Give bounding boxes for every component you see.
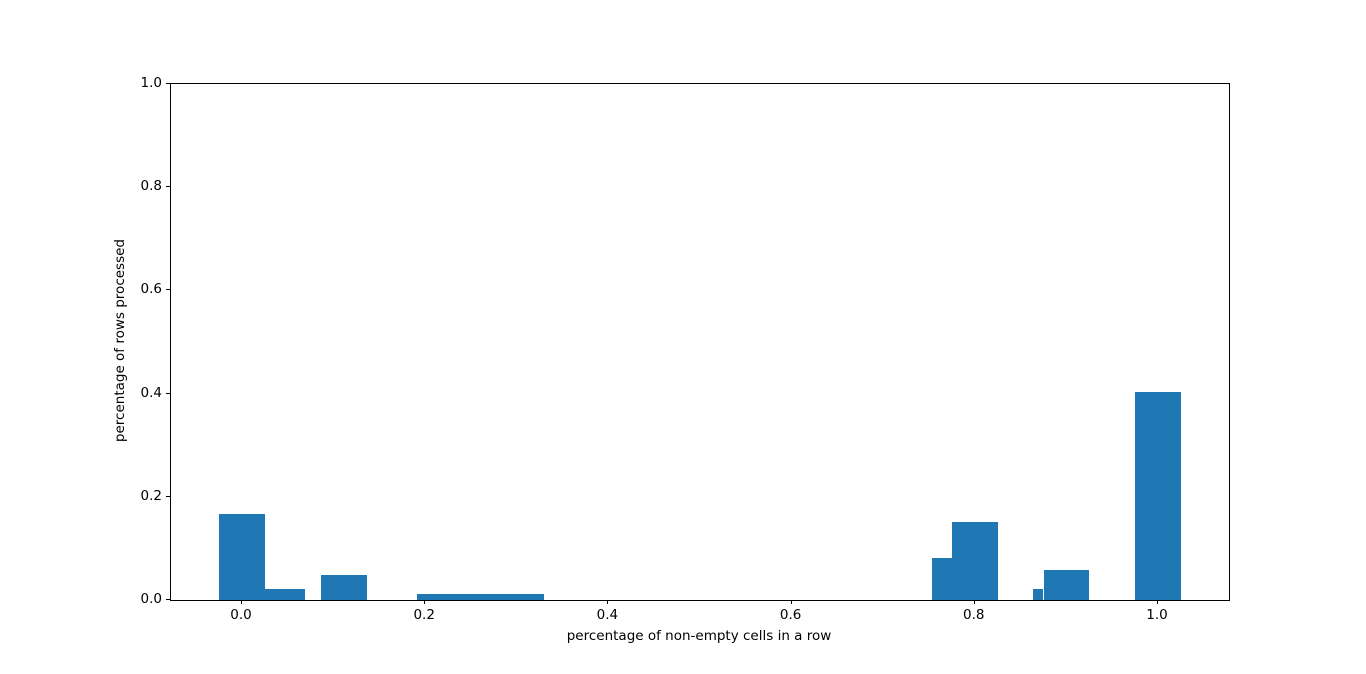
y-axis-label-container: percentage of rows processed [110,83,130,599]
histogram-bar [264,589,306,600]
y-tick-mark [166,289,170,291]
y-tick-label: 0.6 [140,281,162,298]
y-tick-mark [166,83,170,84]
x-tick-label: 0.0 [230,607,252,623]
y-tick-label: 0.4 [140,384,162,401]
histogram-bar [320,575,368,600]
y-tick-label: 0.0 [140,591,162,607]
x-tick-mark [241,600,242,604]
y-tick-label: 0.2 [140,487,162,504]
x-tick-mark [424,600,426,604]
y-tick-mark [166,392,170,394]
y-tick-label: 0.8 [140,178,162,195]
x-tick-label: 0.6 [779,607,802,623]
x-tick-mark [1157,600,1158,604]
y-tick-mark [166,599,170,600]
x-tick-mark [973,600,975,604]
x-tick-label: 1.0 [1146,607,1168,623]
plot-area [170,83,1230,601]
histogram-bar [1033,589,1044,600]
histogram-bar [951,521,998,600]
x-axis-label: percentage of non-empty cells in a row [566,628,832,644]
histogram-bar [417,593,545,600]
x-tick-label: 0.4 [596,607,619,623]
histogram-bar [219,513,265,600]
histogram-bar [1135,391,1181,600]
x-tick-mark [607,600,609,604]
y-tick-mark [166,186,170,188]
y-tick-mark [166,495,170,497]
x-tick-label: 0.8 [963,607,985,623]
x-tick-label: 0.2 [413,607,435,623]
histogram-bar [931,558,952,600]
x-tick-mark [790,600,792,604]
y-axis-label: percentage of rows processed [112,239,128,443]
y-tick-label: 1.0 [140,75,162,91]
histogram-bar [1043,570,1090,600]
